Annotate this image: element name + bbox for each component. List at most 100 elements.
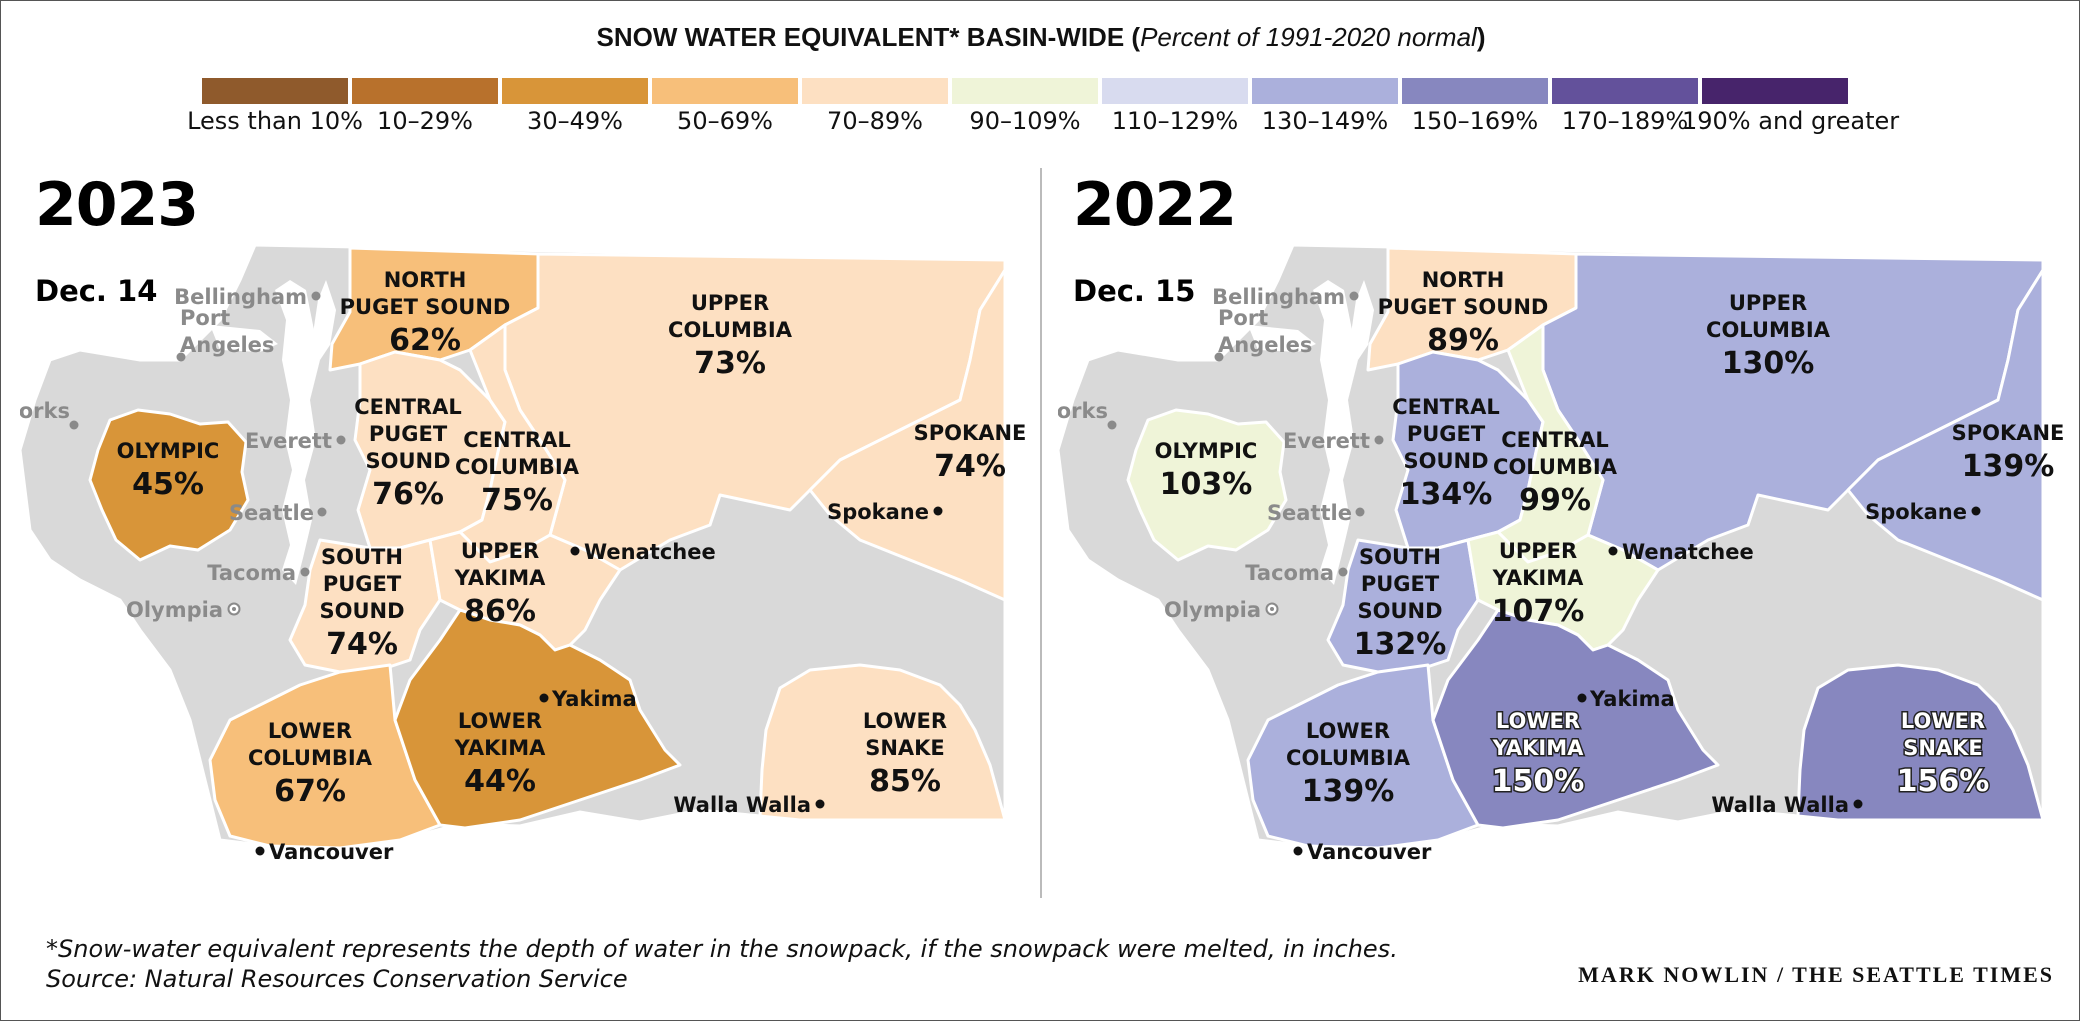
city-label-port: Port [1218,306,1268,330]
region-percent: 85% [869,764,941,799]
city-label-yakima: Yakima [1589,687,1675,711]
city-label-bellingham: Bellingham [1212,285,1345,309]
region-name: COLUMBIA [1286,746,1411,770]
region-percent: 107% [1492,594,1585,629]
credit-line: MARK NOWLIN / THE SEATTLE TIMES [1578,962,2054,987]
panel-date: Dec. 14 [35,274,158,308]
footnote-source: Source: Natural Resources Conservation S… [46,965,628,993]
city-marker [317,507,327,517]
footnote: *Snow-water equivalent represents the de… [46,934,1398,994]
legend-label: 30–49% [527,107,623,135]
region-name: COLUMBIA [1706,318,1831,342]
region-percent: 103% [1160,467,1253,502]
region-name: LOWER [1901,709,1985,733]
puget-sound-water [210,325,278,352]
city-label-bellingham: Bellingham [174,285,307,309]
region-name: COLUMBIA [668,318,793,342]
city-label-walla-walla: Walla Walla [1711,793,1849,817]
region-name: NORTH [1422,268,1505,292]
city-marker [176,352,186,362]
region-percent: 139% [1962,449,2055,484]
city-label-port: Port [180,306,230,330]
map-layer: NORTH PUGET SOUND 62% UPPER COLUMBIA 73% SPOKA… [20,243,1027,864]
region-lower-snake [1796,663,2045,822]
panel-year: 2023 [35,170,199,240]
legend-swatch [1702,78,1848,104]
puget-sound-water [1313,280,1358,585]
region-name: UPPER [461,539,539,563]
region-name: UPPER [1729,291,1807,315]
region-name: LOWER [458,709,542,733]
city-label-yakima: Yakima [551,687,637,711]
region-percent: 62% [389,323,461,358]
panel-year: 2022 [1073,170,1237,240]
city-marker [570,546,580,556]
region-percent: 139% [1302,774,1395,809]
city-label-wenatchee: Wenatchee [584,540,716,564]
region-name: SNAKE [865,736,945,760]
region-name: PUGET [323,572,402,596]
region-olympic [1126,408,1288,562]
region-spokane [808,268,1007,602]
region-name: SOUND [319,599,404,623]
legend-swatch [802,78,948,104]
city-label-tacoma: Tacoma [207,561,296,585]
legend-swatch [652,78,798,104]
city-marker [1355,507,1365,517]
region-percent: 89% [1427,323,1499,358]
region-percent: 44% [464,764,536,799]
city-marker [1971,506,1981,516]
city-label-vancouver: Vancouver [1307,840,1432,864]
region-lower-yakima [393,608,682,830]
region-spokane [1846,268,2045,602]
legend-swatch [1552,78,1698,104]
city-marker [1577,693,1587,703]
region-percent: 132% [1354,627,1447,662]
region-name: CENTRAL [1392,395,1499,419]
region-name: SOUTH [1359,545,1441,569]
legend-label: 110–129% [1111,107,1239,135]
region-name: SPOKANE [914,421,1027,445]
region-name: YAKIMA [1492,736,1584,760]
legend-swatch [1402,78,1548,104]
legend-label: 170–189% [1561,107,1689,135]
region-name: SOUTH [321,545,403,569]
city-marker [336,435,346,445]
city-label-olympia: Olympia [1164,598,1261,622]
legend-swatch [202,78,348,104]
region-name: PUGET [369,422,448,446]
city-label-walla-walla: Walla Walla [673,793,811,817]
region-percent: 67% [274,774,346,809]
region-name: LOWER [863,709,947,733]
region-name: OLYMPIC [1155,439,1258,463]
region-name: COLUMBIA [455,455,580,479]
region-percent: 130% [1722,346,1815,381]
region-name: PUGET [1407,422,1486,446]
region-name: LOWER [1306,719,1390,743]
region-name: SPOKANE [1952,421,2065,445]
region-name: LOWER [1496,709,1580,733]
city-marker [255,846,265,856]
title-subtitle: Percent of 1991-2020 normal [1140,22,1477,52]
region-name: COLUMBIA [248,746,373,770]
washington-map-2023: NORTH PUGET SOUND 62% UPPER COLUMBIA 73% SPOKA… [20,243,1027,864]
region-name: YAKIMA [454,736,546,760]
title-main: SNOW WATER EQUIVALENT* BASIN-WIDE ( [596,22,1141,52]
city-marker [1349,291,1359,301]
legend-label: Less than 10% [187,107,363,135]
legend-swatch [352,78,498,104]
region-percent: 86% [464,594,536,629]
region-percent: 45% [132,467,204,502]
city-marker [300,567,310,577]
city-label-everett: Everett [1283,429,1370,453]
region-name: SOUND [365,449,450,473]
color-legend: Less than 10% 10–29% 30–49% 50–69% 70–89% 90–… [187,78,1972,138]
region-name: PUGET [1361,572,1440,596]
region-name: SOUND [1357,599,1442,623]
region-central-columbia [458,323,567,564]
city-label-spokane: Spokane [827,500,929,524]
city-marker [539,693,549,703]
region-name: UPPER [1499,539,1577,563]
region-percent: 74% [326,627,398,662]
